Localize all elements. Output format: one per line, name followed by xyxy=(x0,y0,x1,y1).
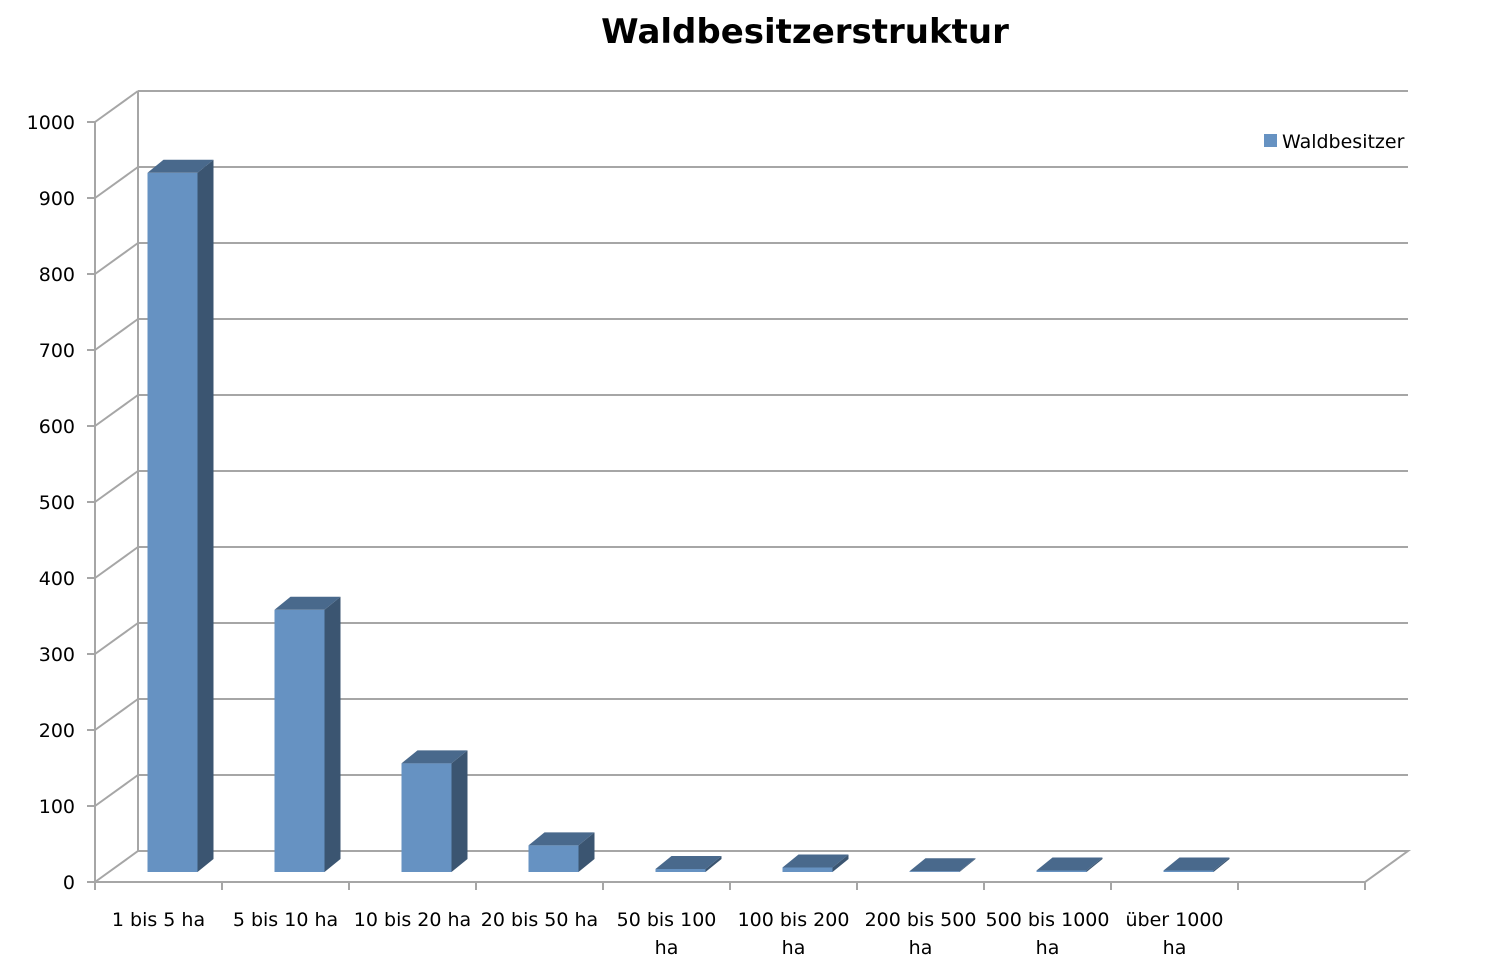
gridline-wall xyxy=(94,622,139,655)
bar xyxy=(274,609,325,872)
legend-swatch xyxy=(1264,134,1277,147)
x-tick-label: 50 bis 100 ha xyxy=(617,909,717,959)
bar-top xyxy=(147,159,214,173)
y-tick-label: 0 xyxy=(63,872,75,894)
x-tick-label-line: über 1000 xyxy=(1126,909,1224,931)
gridline-wall xyxy=(94,90,139,123)
bar xyxy=(1036,870,1087,872)
x-tick-label: 500 bis 1000 ha xyxy=(986,909,1110,959)
x-tick-label-line: 100 bis 200 xyxy=(738,909,850,931)
y-tick-label: 900 xyxy=(39,188,75,210)
gridline-wall xyxy=(94,242,139,275)
y-tick-label: 200 xyxy=(39,720,75,742)
bar-top xyxy=(1163,857,1230,871)
legend-label: Waldbesitzer xyxy=(1282,131,1405,153)
bar-side xyxy=(959,858,976,872)
bar-top xyxy=(1036,857,1103,871)
bar-top xyxy=(528,832,595,846)
x-tick-label-line: 20 bis 50 ha xyxy=(481,909,598,931)
bar xyxy=(782,867,833,872)
gridline-wall xyxy=(94,774,139,807)
x-tick-label: 100 bis 200 ha xyxy=(738,909,850,959)
x-tick-label-line: 200 bis 500 xyxy=(865,909,977,931)
x-tick-label: über 1000 ha xyxy=(1126,909,1224,959)
gridline-wall xyxy=(94,470,139,503)
bar-side xyxy=(197,159,214,873)
gridline-wall xyxy=(94,394,139,427)
bar-side xyxy=(705,855,722,872)
bar-side xyxy=(1213,857,1230,872)
y-tick-label: 400 xyxy=(39,568,75,590)
x-tick-label-line: 50 bis 100 xyxy=(617,909,717,931)
gridline-wall xyxy=(94,166,139,199)
bar-top xyxy=(401,750,468,764)
y-tick-label: 700 xyxy=(39,340,75,362)
bar xyxy=(655,868,706,872)
bar-top xyxy=(274,596,341,610)
y-tick-label: 1000 xyxy=(27,112,75,134)
gridline-wall xyxy=(94,318,139,351)
x-tick-label-line: 500 bis 1000 xyxy=(986,909,1110,931)
x-tick-label: 200 bis 500 ha xyxy=(865,909,977,959)
y-tick-label: 600 xyxy=(39,416,75,438)
bar-side xyxy=(832,854,849,872)
y-tick-label: 300 xyxy=(39,644,75,666)
x-tick-label-line: 5 bis 10 ha xyxy=(233,909,338,931)
gridline-wall xyxy=(94,698,139,731)
y-tick-label: 100 xyxy=(39,796,75,818)
gridline-wall xyxy=(94,546,139,579)
bar xyxy=(1163,870,1214,872)
x-tick-label-line: 10 bis 20 ha xyxy=(354,909,471,931)
y-tick-label: 500 xyxy=(39,492,75,514)
x-tick-label-line: ha xyxy=(782,937,806,959)
x-tick-label: 10 bis 20 ha xyxy=(354,909,471,931)
bar-side xyxy=(578,832,595,872)
bar-side xyxy=(324,596,341,872)
x-tick-label-line: ha xyxy=(909,937,933,959)
y-tick-label: 800 xyxy=(39,264,75,286)
bar xyxy=(909,871,960,872)
x-tick-label: 1 bis 5 ha xyxy=(112,909,205,931)
x-tick-label-line: ha xyxy=(1163,937,1187,959)
bar-side xyxy=(451,750,468,872)
x-tick-label-line: ha xyxy=(655,937,679,959)
bar xyxy=(528,845,579,872)
bar xyxy=(147,172,198,873)
x-tick-label-line: 1 bis 5 ha xyxy=(112,909,205,931)
bar-top xyxy=(782,854,849,868)
bar-side xyxy=(1086,857,1103,872)
x-tick-label: 5 bis 10 ha xyxy=(233,909,338,931)
bar-top xyxy=(909,858,976,872)
chart-title: Waldbesitzerstruktur xyxy=(601,12,1009,52)
bar xyxy=(401,763,452,872)
x-tick-label-line: ha xyxy=(1036,937,1060,959)
bar-top xyxy=(655,855,722,869)
x-tick-label: 20 bis 50 ha xyxy=(481,909,598,931)
